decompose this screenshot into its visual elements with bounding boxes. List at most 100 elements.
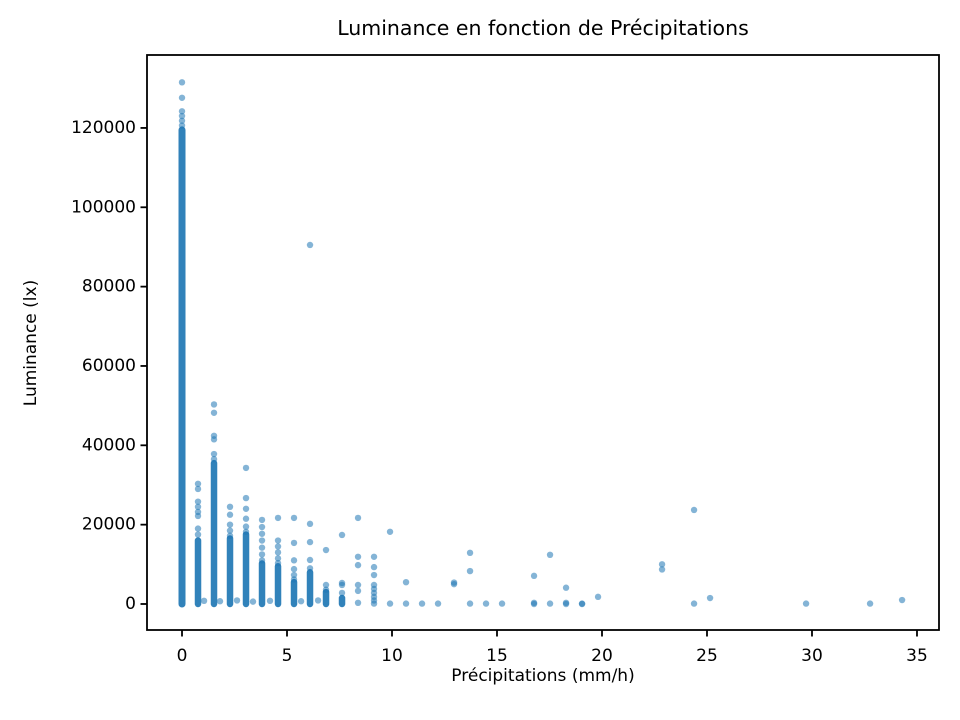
scatter-point [178, 117, 186, 124]
scatter-point [194, 512, 202, 520]
scatter-point [258, 537, 266, 544]
scatter-point [354, 553, 362, 560]
scatter-point [226, 503, 234, 511]
scatter-point [866, 600, 874, 607]
scatter-point [290, 565, 298, 573]
scatter-point [258, 516, 266, 524]
scatter-point [210, 401, 218, 408]
scatter-point [226, 532, 234, 539]
scatter-point [530, 600, 538, 608]
x-tick-label: 30 [801, 646, 823, 666]
scatter-point [233, 597, 241, 604]
scatter-point [210, 409, 218, 416]
scatter-point [370, 600, 378, 607]
scatter-point [354, 514, 362, 522]
scatter-point [274, 559, 282, 567]
scatter-point [690, 600, 698, 607]
scatter-point [354, 581, 362, 589]
scatter-point [354, 561, 362, 569]
scatter-point [226, 521, 234, 528]
scatter-point [194, 525, 202, 532]
scatter-point [466, 549, 474, 557]
scatter-point [242, 528, 250, 535]
scatter-point [562, 584, 570, 591]
y-tick-label: 60000 [82, 356, 136, 376]
scatter-point [200, 597, 208, 605]
y-tick-label: 80000 [82, 277, 136, 297]
scatter-point [178, 108, 186, 115]
scatter-point [530, 572, 538, 580]
scatter-point [594, 593, 602, 601]
scatter-point [274, 549, 282, 556]
scatter-point [210, 436, 218, 443]
scatter-point [242, 523, 250, 530]
y-tick-label: 40000 [82, 435, 136, 455]
scatter-point [658, 561, 666, 568]
scatter-point [386, 600, 394, 607]
scatter-point [354, 599, 362, 607]
scatter-point [290, 576, 298, 583]
scatter-point [466, 567, 474, 575]
scatter-point [546, 551, 554, 559]
x-tick-label: 20 [591, 646, 613, 666]
scatter-point [306, 241, 314, 249]
scatter-point [418, 600, 426, 607]
scatter-point [338, 531, 346, 539]
y-tick-label: 0 [125, 594, 136, 614]
y-tick-label: 100000 [71, 197, 136, 217]
scatter-point [274, 537, 282, 544]
scatter-point [290, 539, 298, 547]
y-axis-label: Luminance (lx) [21, 279, 41, 407]
scatter-point [578, 600, 586, 608]
scatter-point [242, 515, 250, 522]
scatter-point [194, 503, 202, 511]
scatter-point [258, 523, 266, 531]
scatter-point [450, 580, 458, 588]
scatter-point [706, 594, 714, 602]
scatter-point [274, 555, 282, 562]
scatter-point [306, 520, 314, 528]
scatter-point [546, 600, 554, 607]
scatter-point [498, 600, 506, 607]
scatter-point [306, 565, 314, 572]
scatter-point [290, 514, 298, 522]
scatter-point [242, 494, 250, 502]
scatter-point [210, 450, 218, 458]
scatter-point [386, 528, 394, 535]
scatter-point [216, 598, 224, 605]
scatter-point [210, 455, 218, 463]
scatter-point [226, 527, 234, 534]
scatter-point [690, 506, 698, 514]
scatter-point [370, 571, 378, 579]
x-tick-label: 0 [177, 646, 188, 666]
scatter-point [466, 600, 474, 607]
scatter-point [802, 600, 810, 607]
scatter-point [242, 505, 250, 512]
scatter-point [258, 544, 266, 551]
scatter-point [402, 600, 410, 607]
scatter-point [338, 581, 346, 589]
scatter-point [306, 538, 314, 546]
x-tick-label: 10 [381, 646, 403, 666]
scatter-point [338, 589, 346, 597]
scatter-point [194, 498, 202, 505]
scatter-point [290, 557, 298, 564]
scatter-point [258, 530, 266, 537]
scatter-point [178, 112, 186, 120]
scatter-point [249, 598, 257, 605]
scatter-point [242, 464, 250, 472]
scatter-point [258, 551, 266, 558]
x-tick-label: 35 [906, 646, 928, 666]
x-axis-label: Précipitations (mm/h) [451, 666, 635, 686]
scatter-point [354, 587, 362, 595]
scatter-point [194, 485, 202, 493]
scatter-point [194, 480, 202, 487]
scatter-point [898, 596, 906, 604]
scatter-point [322, 586, 330, 593]
scatter-point [402, 578, 410, 586]
plot-frame [146, 54, 940, 631]
x-tick-label: 15 [486, 646, 508, 666]
scatter-point [482, 600, 490, 607]
